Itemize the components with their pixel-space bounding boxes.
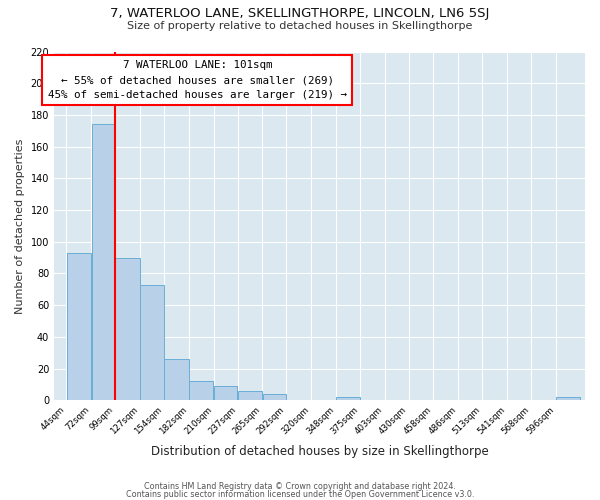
Text: Contains public sector information licensed under the Open Government Licence v3: Contains public sector information licen… [126, 490, 474, 499]
Text: Size of property relative to detached houses in Skellingthorpe: Size of property relative to detached ho… [127, 21, 473, 31]
Bar [67, 253, 91, 400]
Bar [214, 386, 237, 400]
Bar [164, 359, 188, 401]
Bar [263, 394, 286, 400]
Text: 7 WATERLOO LANE: 101sqm
← 55% of detached houses are smaller (269)
45% of semi-d: 7 WATERLOO LANE: 101sqm ← 55% of detache… [48, 60, 347, 100]
Bar [189, 382, 214, 400]
Y-axis label: Number of detached properties: Number of detached properties [15, 138, 25, 314]
X-axis label: Distribution of detached houses by size in Skellingthorpe: Distribution of detached houses by size … [151, 444, 488, 458]
Bar [140, 284, 164, 401]
Text: Contains HM Land Registry data © Crown copyright and database right 2024.: Contains HM Land Registry data © Crown c… [144, 482, 456, 491]
Bar [115, 258, 140, 400]
Text: 7, WATERLOO LANE, SKELLINGTHORPE, LINCOLN, LN6 5SJ: 7, WATERLOO LANE, SKELLINGTHORPE, LINCOL… [110, 8, 490, 20]
Bar [556, 397, 580, 400]
Bar [92, 124, 115, 400]
Bar [336, 397, 359, 400]
Bar [238, 391, 262, 400]
